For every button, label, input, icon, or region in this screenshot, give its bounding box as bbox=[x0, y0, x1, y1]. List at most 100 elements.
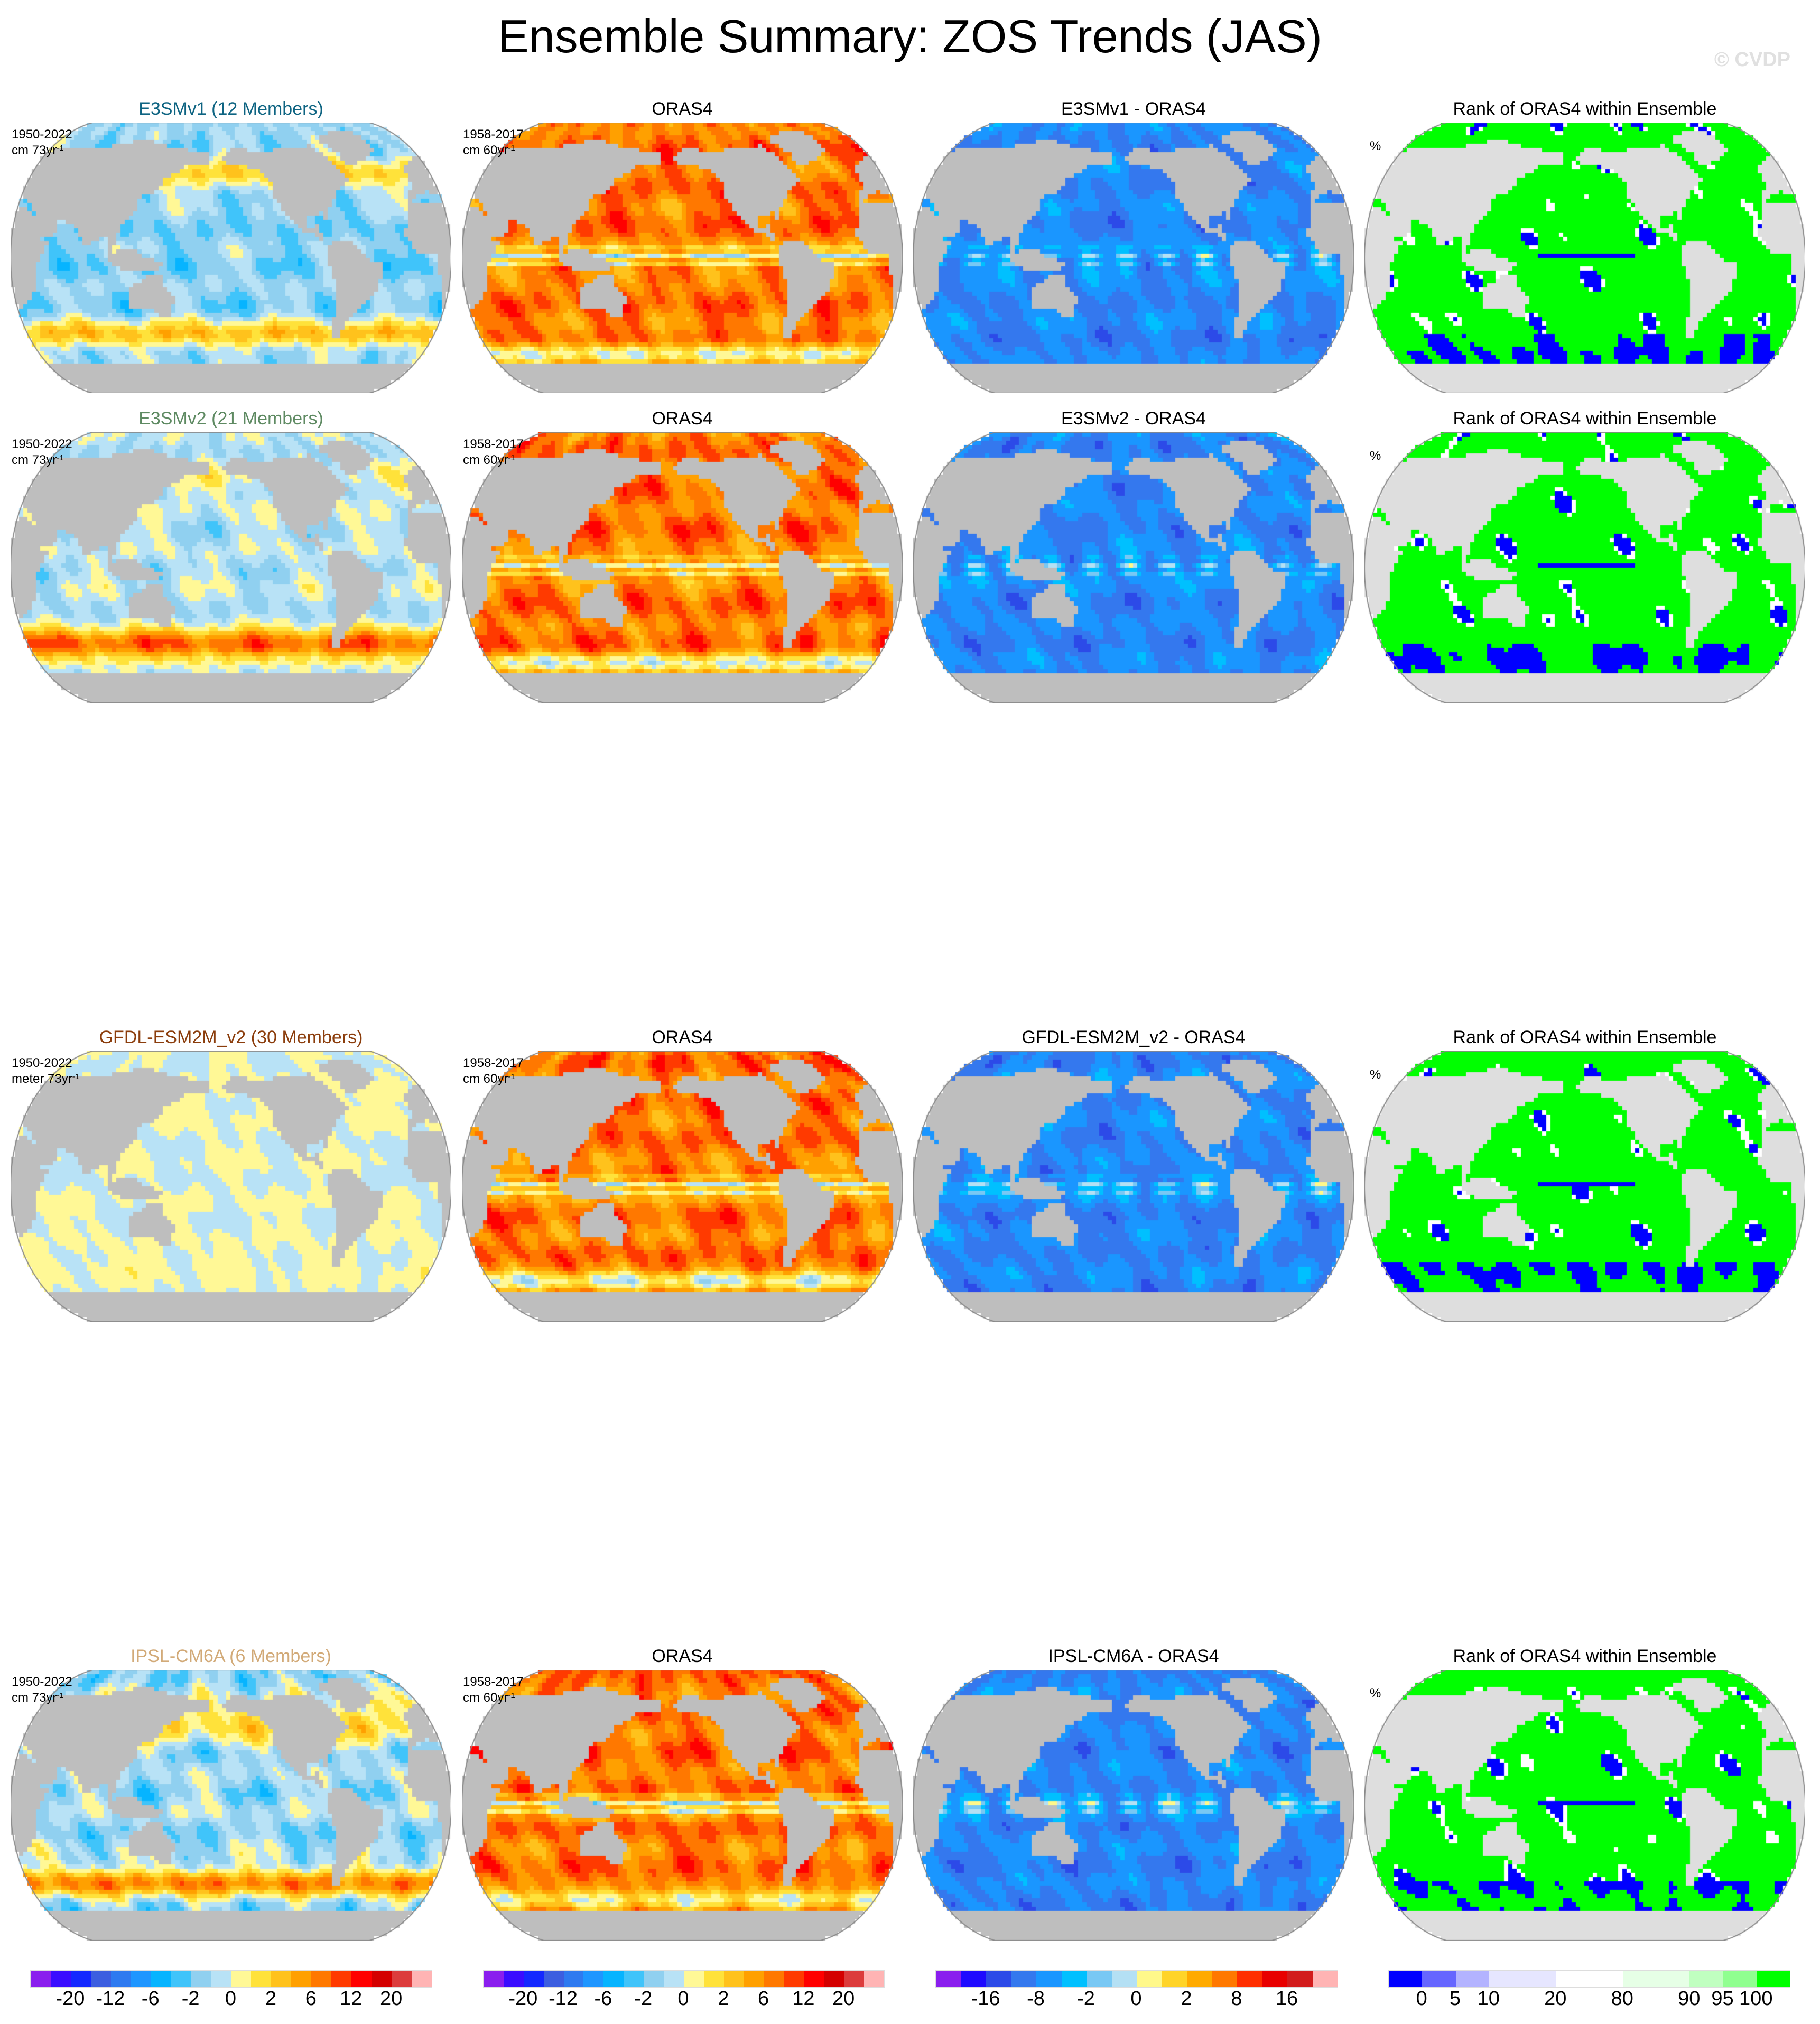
units-exponent: -1 bbox=[72, 1072, 80, 1081]
colorbar-box bbox=[31, 1971, 51, 1987]
diff-map-1 bbox=[913, 432, 1354, 703]
colorbar-tick-label: -2 bbox=[634, 1988, 653, 2010]
colorbar-tick-label: 100 bbox=[1739, 1988, 1773, 2010]
colorbar-box bbox=[1111, 1971, 1137, 1987]
colorbar-box bbox=[371, 1971, 392, 1987]
colorbar-box bbox=[784, 1971, 804, 1987]
colorbar-tick-label: 6 bbox=[758, 1988, 769, 2010]
colorbar-box bbox=[90, 1971, 111, 1987]
colorbar-box bbox=[1212, 1971, 1237, 1987]
rank-map-0 bbox=[1364, 123, 1805, 393]
units-text: cm 73yr bbox=[12, 143, 57, 157]
colorbar-tick-label: -2 bbox=[181, 1988, 200, 2010]
colorbar-box bbox=[1187, 1971, 1212, 1987]
colorbar-box bbox=[624, 1971, 644, 1987]
colorbar-box bbox=[191, 1971, 211, 1987]
colorbar-box bbox=[1422, 1971, 1456, 1987]
colorbar-box bbox=[1087, 1971, 1112, 1987]
colorbar-tick-label: -8 bbox=[1027, 1988, 1045, 2010]
units-exponent: -1 bbox=[508, 453, 515, 462]
colorbar-box bbox=[804, 1971, 824, 1987]
colorbar-tick-label: -16 bbox=[971, 1988, 1000, 2010]
colorbar-box bbox=[70, 1971, 91, 1987]
colorbar-tick-label: 12 bbox=[340, 1988, 363, 2010]
colorbar-box bbox=[171, 1971, 191, 1987]
colorbar-box bbox=[1622, 1971, 1690, 1987]
diff-colorbar bbox=[935, 1970, 1338, 1988]
colorbar-box bbox=[1489, 1971, 1556, 1987]
colorbar-tick-label: 12 bbox=[792, 1988, 815, 2010]
colorbar-box bbox=[211, 1971, 231, 1987]
period-label: 1958-2017 bbox=[463, 437, 524, 451]
units-text: cm 60yr bbox=[463, 1072, 508, 1086]
rank-panel-title: Rank of ORAS4 within Ensemble bbox=[1453, 408, 1717, 429]
colorbar-tick-label: -20 bbox=[508, 1988, 538, 2010]
obs-map-2 bbox=[462, 1051, 903, 1322]
obs-map-1 bbox=[462, 432, 903, 703]
colorbar-tick-label: 0 bbox=[225, 1988, 237, 2010]
diff-panel-title: IPSL-CM6A - ORAS4 bbox=[1048, 1646, 1219, 1666]
colorbar-box bbox=[151, 1971, 171, 1987]
units-exponent: -1 bbox=[57, 144, 64, 153]
model-panel-title: GFDL-ESM2M_v2 (30 Members) bbox=[99, 1027, 363, 1047]
colorbar-box bbox=[1756, 1971, 1790, 1987]
model-map-2 bbox=[11, 1051, 451, 1322]
colorbar-box bbox=[723, 1971, 744, 1987]
colorbar-box bbox=[50, 1971, 71, 1987]
units-label: cm 73yr-1 bbox=[12, 452, 64, 468]
colorbar-box bbox=[986, 1971, 1011, 1987]
period-label: 1950-2022 bbox=[12, 1675, 72, 1689]
model-panel-title: E3SMv2 (21 Members) bbox=[138, 408, 323, 429]
model-map-3 bbox=[11, 1670, 451, 1941]
colorbar-tick-label: 2 bbox=[1181, 1988, 1192, 2010]
colorbar-box bbox=[1312, 1971, 1338, 1987]
colorbar-box bbox=[1287, 1971, 1313, 1987]
colorbar-box bbox=[411, 1971, 432, 1987]
obs-panel-title: ORAS4 bbox=[652, 1646, 713, 1666]
diff-map-2 bbox=[913, 1051, 1354, 1322]
model-map-0 bbox=[11, 123, 451, 393]
obs-panel-title: ORAS4 bbox=[652, 1027, 713, 1047]
model-panel-title: IPSL-CM6A (6 Members) bbox=[131, 1646, 331, 1666]
colorbar-tick-label: 2 bbox=[718, 1988, 729, 2010]
rank-units-label: % bbox=[1370, 1067, 1381, 1082]
rank-panel-title: Rank of ORAS4 within Ensemble bbox=[1453, 1646, 1717, 1666]
units-exponent: -1 bbox=[57, 453, 64, 462]
units-label: cm 60yr-1 bbox=[463, 1071, 515, 1087]
units-label: cm 73yr-1 bbox=[12, 1690, 64, 1706]
obs-panel-title: ORAS4 bbox=[652, 408, 713, 429]
rank-units-label: % bbox=[1370, 1686, 1381, 1701]
diff-panel-title: GFDL-ESM2M_v2 - ORAS4 bbox=[1022, 1027, 1246, 1047]
colorbar-tick-label: 6 bbox=[305, 1988, 317, 2010]
colorbar-box bbox=[1455, 1971, 1489, 1987]
colorbar-box bbox=[271, 1971, 292, 1987]
period-label: 1950-2022 bbox=[12, 437, 72, 451]
colorbar-box bbox=[1137, 1971, 1162, 1987]
colorbar-tick-label: 5 bbox=[1449, 1988, 1461, 2010]
units-label: cm 60yr-1 bbox=[463, 143, 515, 159]
colorbar-box bbox=[391, 1971, 412, 1987]
diff-panel-title: E3SMv2 - ORAS4 bbox=[1061, 408, 1206, 429]
colorbar-tick-label: 0 bbox=[677, 1988, 689, 2010]
colorbar-tick-label: 20 bbox=[379, 1988, 403, 2010]
colorbar-box bbox=[543, 1971, 564, 1987]
colorbar-box bbox=[110, 1971, 131, 1987]
colorbar-box bbox=[231, 1971, 252, 1987]
diff-map-3 bbox=[913, 1670, 1354, 1941]
model-map-1 bbox=[11, 432, 451, 703]
colorbar-box bbox=[936, 1971, 961, 1987]
figure-title: Ensemble Summary: ZOS Trends (JAS) bbox=[498, 10, 1322, 62]
colorbar-tick-label: 8 bbox=[1231, 1988, 1242, 2010]
colorbar-tick-label: -20 bbox=[55, 1988, 85, 2010]
colorbar-tick-label: 0 bbox=[1130, 1988, 1142, 2010]
colorbar-box bbox=[351, 1971, 372, 1987]
colorbar-box bbox=[1011, 1971, 1036, 1987]
colorbar-box bbox=[863, 1971, 884, 1987]
colorbar-box bbox=[1389, 1971, 1423, 1987]
units-text: cm 73yr bbox=[12, 453, 57, 467]
colorbar-tick-label: -12 bbox=[96, 1988, 125, 2010]
colorbar-box bbox=[563, 1971, 584, 1987]
period-label: 1958-2017 bbox=[463, 127, 524, 142]
colorbar-tick-label: 20 bbox=[1544, 1988, 1567, 2010]
units-text: cm 60yr bbox=[463, 453, 508, 467]
